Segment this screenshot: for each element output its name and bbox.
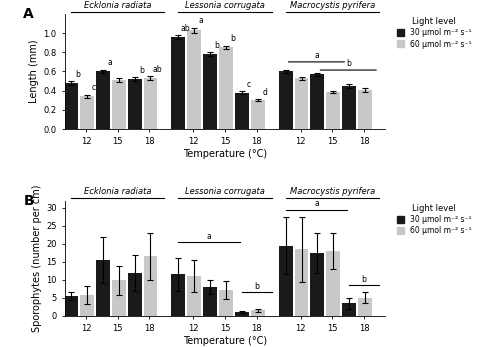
Bar <box>187 276 201 316</box>
Bar <box>219 290 233 316</box>
Text: b: b <box>76 70 80 79</box>
Bar <box>80 295 94 316</box>
Y-axis label: Length (mm): Length (mm) <box>30 40 40 103</box>
Text: Macrocystis pyrifera: Macrocystis pyrifera <box>290 187 375 196</box>
Text: c: c <box>92 83 96 92</box>
Text: b: b <box>230 34 235 43</box>
Bar <box>128 79 141 129</box>
Bar <box>342 86 356 129</box>
Bar <box>326 92 340 129</box>
Y-axis label: Sporophytes (number per cm): Sporophytes (number per cm) <box>32 184 42 332</box>
Text: b: b <box>214 41 220 50</box>
Bar <box>187 30 201 129</box>
Bar <box>294 249 308 316</box>
Text: ab: ab <box>152 65 162 74</box>
Text: b: b <box>346 59 350 68</box>
Bar <box>294 78 308 129</box>
Text: A: A <box>24 7 34 21</box>
Bar <box>96 71 110 129</box>
Bar <box>235 312 249 316</box>
Bar <box>96 260 110 316</box>
Text: ab: ab <box>180 24 190 33</box>
Text: a: a <box>108 58 112 67</box>
Text: Ecklonia radiata: Ecklonia radiata <box>84 1 152 10</box>
Bar <box>80 96 94 129</box>
Legend: 30 μmol m⁻² s⁻¹, 60 μmol m⁻² s⁻¹: 30 μmol m⁻² s⁻¹, 60 μmol m⁻² s⁻¹ <box>395 15 473 50</box>
Bar <box>278 71 292 129</box>
Text: a: a <box>206 231 212 240</box>
Text: Lessonia corrugata: Lessonia corrugata <box>185 187 265 196</box>
Bar <box>219 48 233 129</box>
Bar <box>112 280 126 316</box>
Bar <box>64 83 78 129</box>
Text: d: d <box>262 88 267 97</box>
Bar <box>358 298 372 316</box>
Bar <box>172 274 185 316</box>
Text: b: b <box>139 66 144 75</box>
Text: Lessonia corrugata: Lessonia corrugata <box>185 1 265 10</box>
Text: b: b <box>362 275 366 284</box>
Bar <box>251 100 265 129</box>
Bar <box>342 303 356 316</box>
Text: Macrocystis pyrifera: Macrocystis pyrifera <box>290 1 375 10</box>
Text: Ecklonia radiata: Ecklonia radiata <box>84 187 152 196</box>
Bar <box>235 93 249 129</box>
Text: b: b <box>254 282 259 291</box>
Bar <box>310 253 324 316</box>
Bar <box>251 310 265 316</box>
Text: B: B <box>24 194 34 208</box>
X-axis label: Temperature (°C): Temperature (°C) <box>183 149 267 159</box>
Bar <box>128 272 141 316</box>
Text: a: a <box>314 199 319 208</box>
Bar <box>358 90 372 129</box>
Bar <box>144 256 158 316</box>
Legend: 30 μmol m⁻² s⁻¹, 60 μmol m⁻² s⁻¹: 30 μmol m⁻² s⁻¹, 60 μmol m⁻² s⁻¹ <box>395 202 473 237</box>
Bar <box>112 80 126 129</box>
Text: a: a <box>314 51 319 60</box>
Bar <box>203 287 217 316</box>
Bar <box>64 296 78 316</box>
Bar <box>172 37 185 129</box>
X-axis label: Temperature (°C): Temperature (°C) <box>183 336 267 346</box>
Text: a: a <box>199 16 203 25</box>
Bar <box>144 78 158 129</box>
Text: c: c <box>247 80 251 89</box>
Bar <box>278 246 292 316</box>
Bar <box>310 74 324 129</box>
Bar <box>326 251 340 316</box>
Bar <box>203 54 217 129</box>
